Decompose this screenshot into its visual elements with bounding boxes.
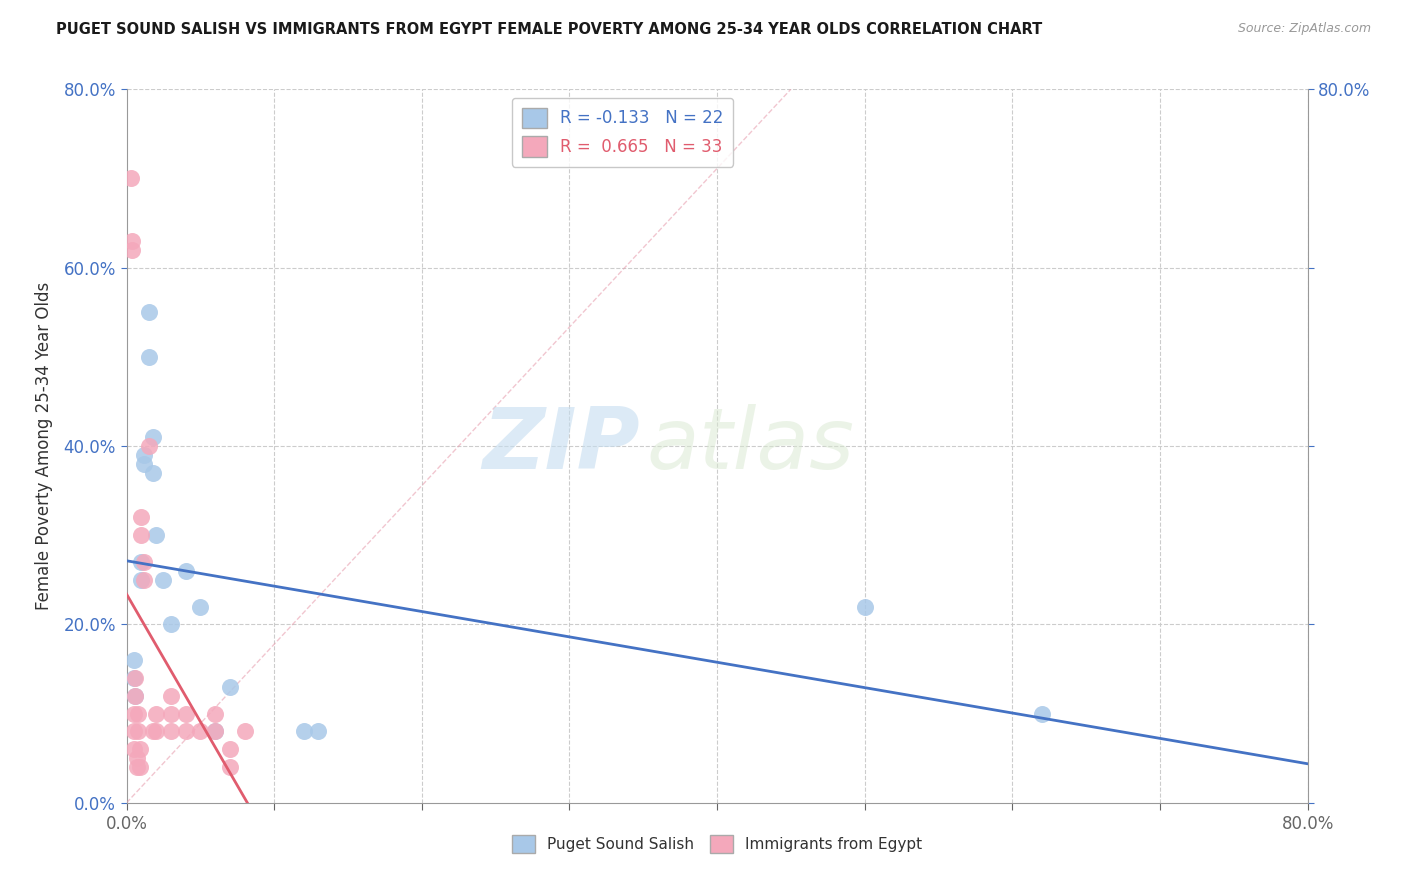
Point (160, 689, 183, 703)
Point (124, 671, 146, 685)
Point (128, 760, 150, 774)
Point (124, 689, 146, 703)
Point (129, 573, 153, 587)
Point (125, 751, 148, 765)
Point (188, 724, 212, 739)
Point (122, 742, 145, 756)
Point (292, 724, 315, 739)
Point (134, 448, 156, 462)
Point (174, 564, 197, 578)
Point (122, 671, 145, 685)
Point (121, 243, 143, 257)
Point (134, 457, 156, 471)
Text: Source: ZipAtlas.com: Source: ZipAtlas.com (1237, 22, 1371, 36)
Point (204, 724, 226, 739)
Text: atlas: atlas (647, 404, 855, 488)
Legend: Puget Sound Salish, Immigrants from Egypt: Puget Sound Salish, Immigrants from Egyp… (506, 829, 928, 859)
Point (233, 724, 256, 739)
Point (188, 599, 212, 614)
Point (160, 617, 183, 632)
Point (152, 573, 174, 587)
Point (142, 466, 165, 480)
Point (160, 724, 183, 739)
Point (129, 510, 153, 524)
Point (145, 528, 167, 542)
Point (122, 653, 145, 667)
Point (125, 760, 148, 774)
Point (134, 573, 156, 587)
Point (853, 599, 876, 614)
Point (1031, 706, 1053, 721)
Point (219, 680, 242, 694)
Point (134, 555, 156, 569)
Point (219, 742, 242, 756)
Point (174, 706, 197, 721)
Point (204, 724, 226, 739)
Point (120, 171, 142, 186)
Point (122, 724, 145, 739)
Point (145, 706, 167, 721)
Point (121, 234, 143, 248)
Text: PUGET SOUND SALISH VS IMMIGRANTS FROM EGYPT FEMALE POVERTY AMONG 25-34 YEAR OLDS: PUGET SOUND SALISH VS IMMIGRANTS FROM EG… (56, 22, 1042, 37)
Point (160, 706, 183, 721)
Point (138, 305, 160, 319)
Point (145, 724, 167, 739)
Point (142, 724, 165, 739)
Point (204, 706, 226, 721)
Point (308, 724, 330, 739)
Point (128, 742, 150, 756)
Y-axis label: Female Poverty Among 25-34 Year Olds: Female Poverty Among 25-34 Year Olds (35, 282, 52, 610)
Point (127, 724, 149, 739)
Point (129, 528, 153, 542)
Point (124, 689, 146, 703)
Point (129, 555, 153, 569)
Point (142, 430, 165, 444)
Point (174, 724, 197, 739)
Point (138, 350, 160, 364)
Point (122, 706, 145, 721)
Point (219, 760, 242, 774)
Point (127, 706, 149, 721)
Point (138, 439, 160, 453)
Text: ZIP: ZIP (482, 404, 640, 488)
